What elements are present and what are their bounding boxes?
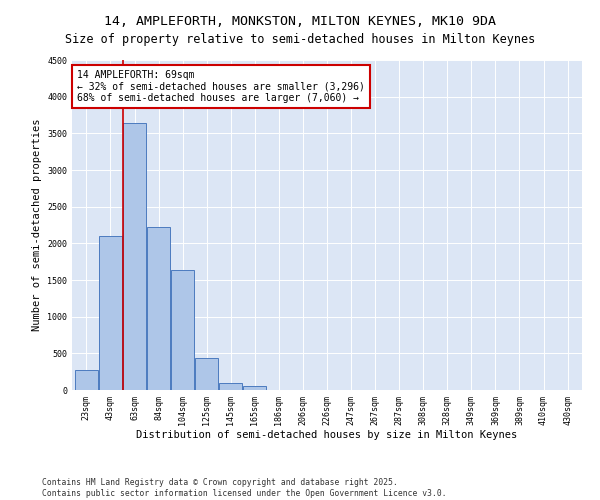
Bar [220, 382, 242, 390]
Text: Contains HM Land Registry data © Crown copyright and database right 2025.
Contai: Contains HM Land Registry data © Crown c… [42, 478, 446, 498]
Text: 14, AMPLEFORTH, MONKSTON, MILTON KEYNES, MK10 9DA: 14, AMPLEFORTH, MONKSTON, MILTON KEYNES,… [104, 15, 496, 28]
Bar [123, 123, 146, 390]
Bar [244, 386, 266, 390]
Bar [99, 236, 122, 390]
Bar [75, 370, 98, 390]
Bar [171, 270, 194, 390]
Text: Size of property relative to semi-detached houses in Milton Keynes: Size of property relative to semi-detach… [65, 32, 535, 46]
Bar [195, 358, 218, 390]
X-axis label: Distribution of semi-detached houses by size in Milton Keynes: Distribution of semi-detached houses by … [136, 430, 518, 440]
Text: 14 AMPLEFORTH: 69sqm
← 32% of semi-detached houses are smaller (3,296)
68% of se: 14 AMPLEFORTH: 69sqm ← 32% of semi-detac… [77, 70, 365, 103]
Y-axis label: Number of semi-detached properties: Number of semi-detached properties [32, 118, 41, 331]
Bar [147, 227, 170, 390]
